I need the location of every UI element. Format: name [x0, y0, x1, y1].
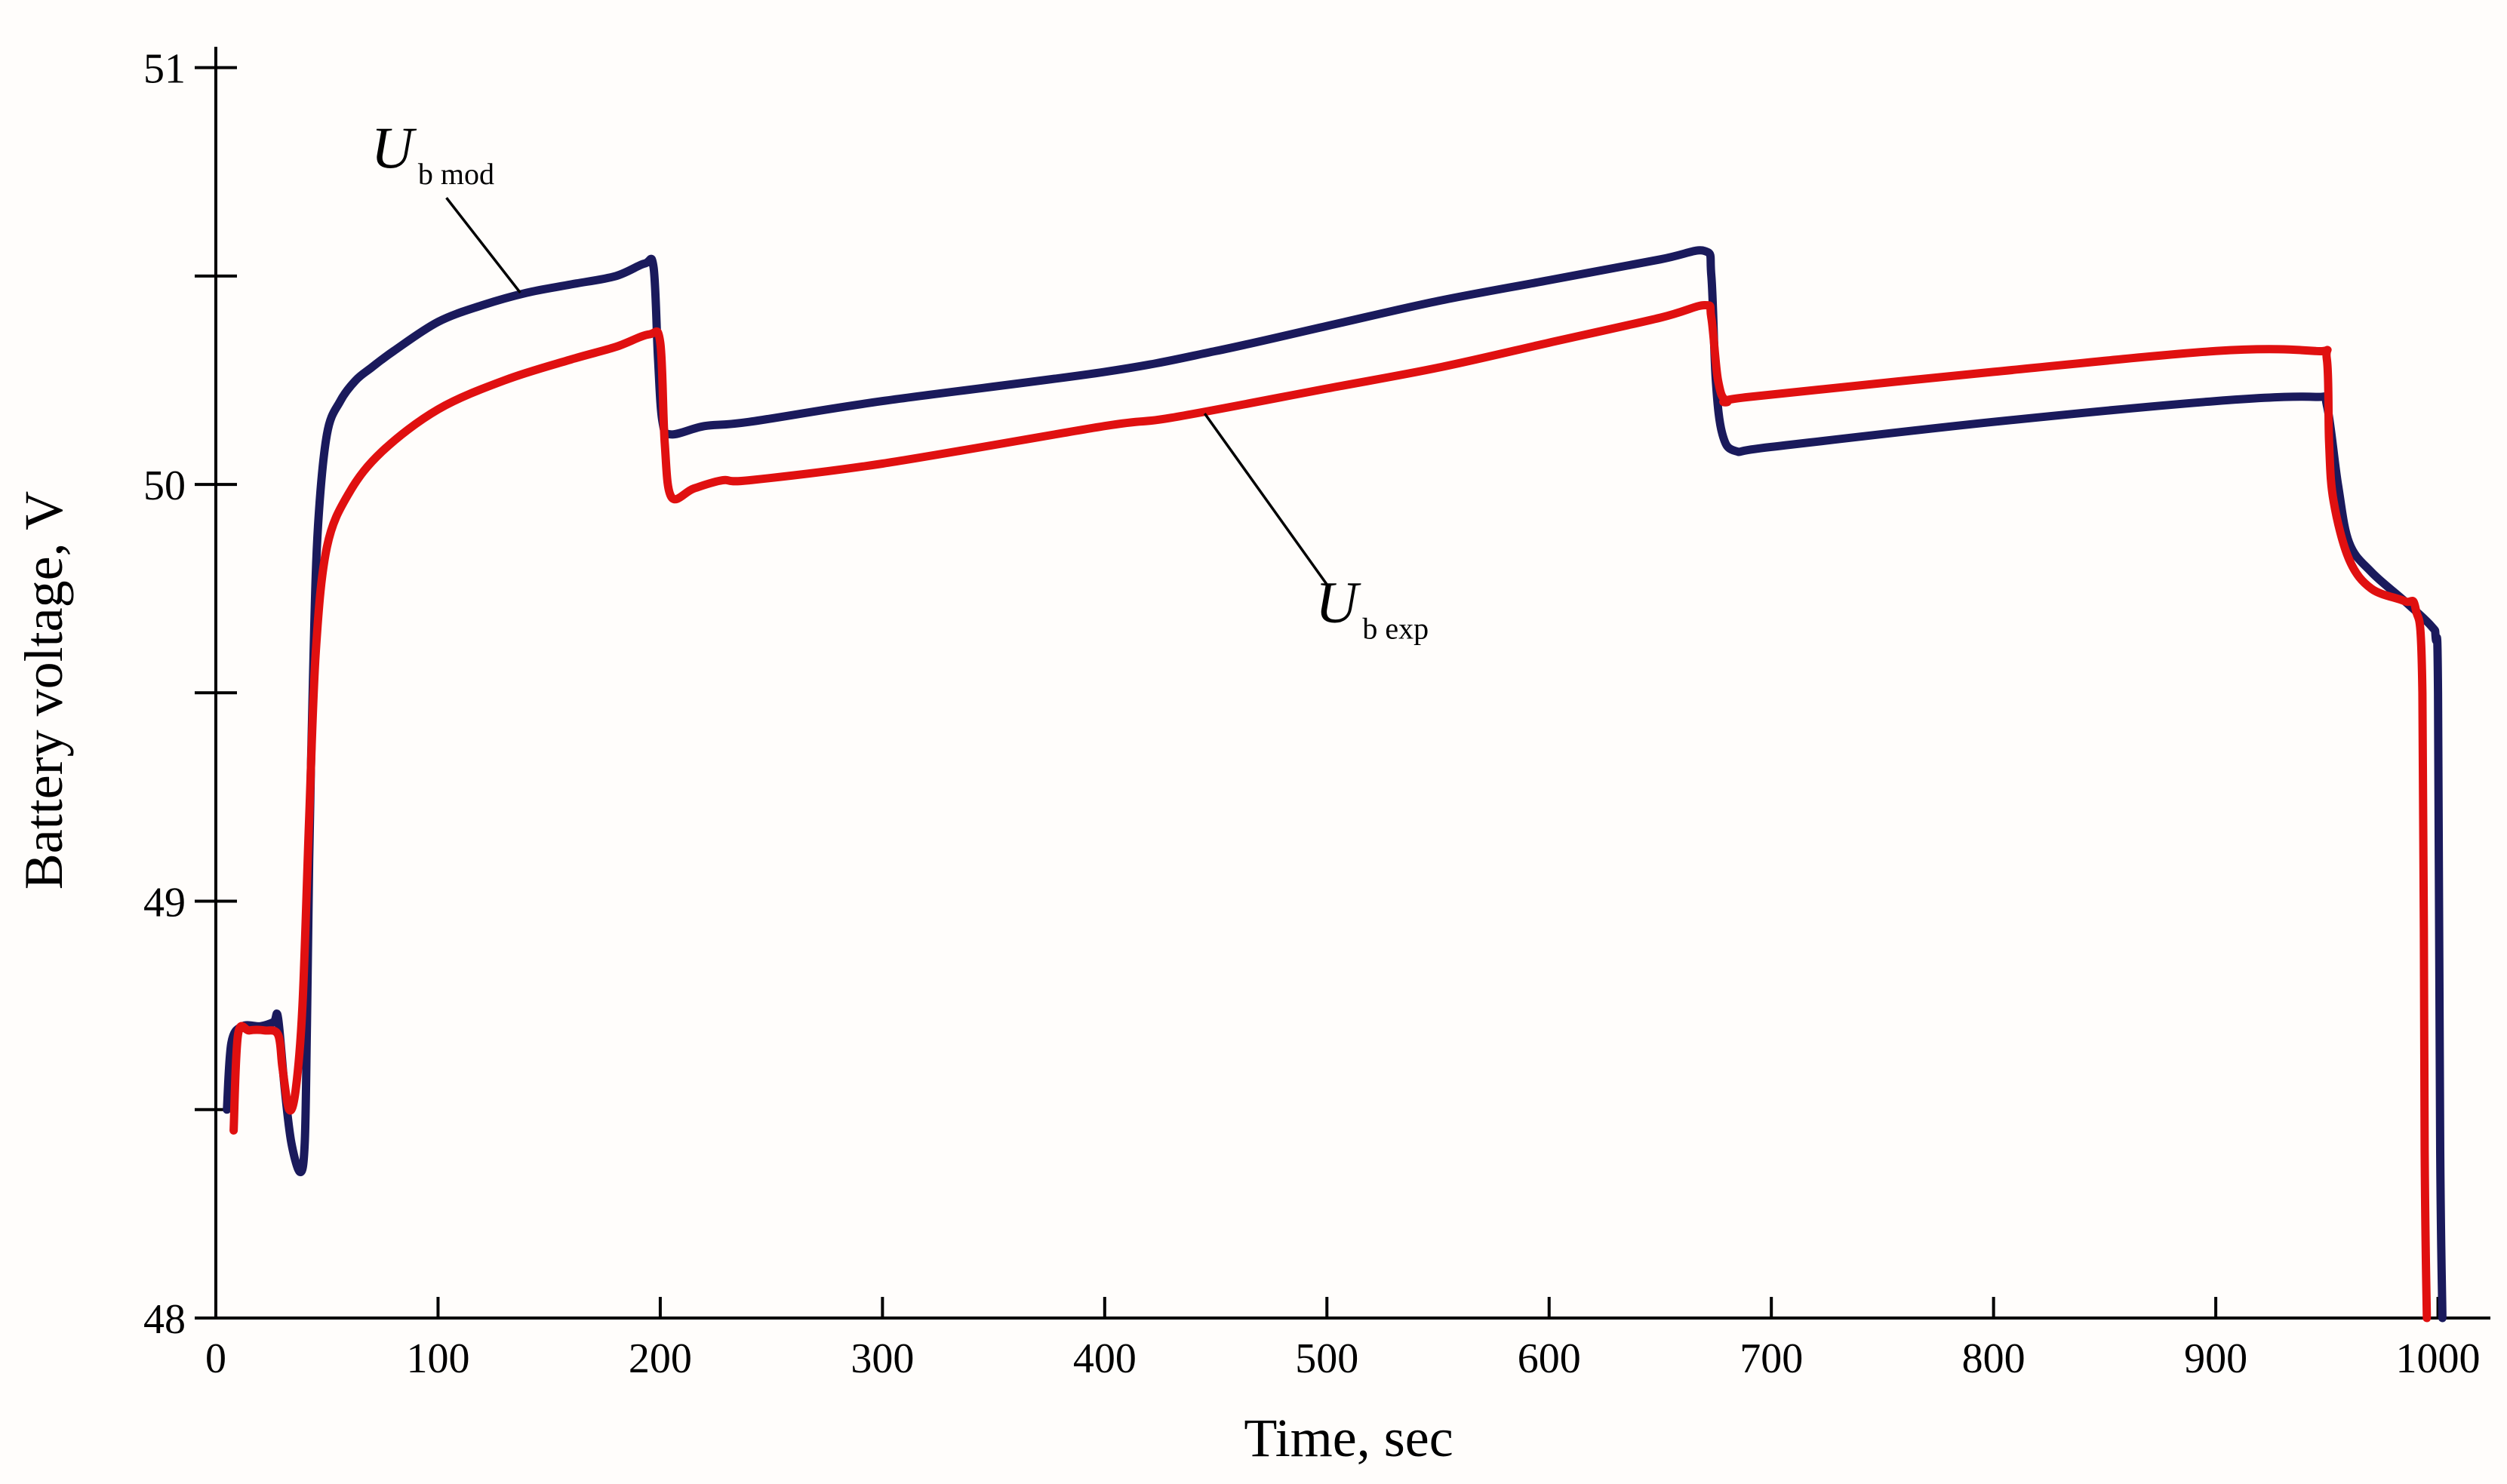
x-tick-label-500: 500 — [1295, 1335, 1358, 1382]
y-tick-label-50: 50 — [143, 462, 186, 509]
x-axis-title: Time, sec — [1244, 1408, 1453, 1468]
x-axis-ticks: 0 100 200 300 400 500 600 700 800 900 1000 — [205, 1297, 2481, 1382]
x-tick-label-600: 600 — [1518, 1335, 1581, 1382]
y-tick-label-48: 48 — [143, 1296, 186, 1343]
x-tick-label-400: 400 — [1073, 1335, 1137, 1382]
leader-line-b-mod — [445, 197, 521, 294]
x-tick-label-100: 100 — [406, 1335, 469, 1382]
y-axis-ticks: 48 49 50 51 — [143, 46, 237, 1343]
y-tick-label-51: 51 — [143, 46, 186, 93]
x-tick-label-900: 900 — [2184, 1335, 2247, 1382]
leader-line-b-exp — [1203, 413, 1328, 585]
x-tick-label-700: 700 — [1740, 1335, 1803, 1382]
x-tick-label-1000: 1000 — [2396, 1335, 2481, 1382]
x-tick-label-300: 300 — [851, 1335, 914, 1382]
series-group — [223, 246, 2447, 1323]
x-tick-label-800: 800 — [1962, 1335, 2026, 1382]
y-axis-title: Battery voltage, V — [14, 491, 74, 890]
x-tick-label-0: 0 — [205, 1335, 226, 1382]
series-line-b-exp — [229, 301, 2432, 1323]
x-tick-label-200: 200 — [629, 1335, 692, 1382]
y-tick-label-49: 49 — [143, 880, 186, 926]
